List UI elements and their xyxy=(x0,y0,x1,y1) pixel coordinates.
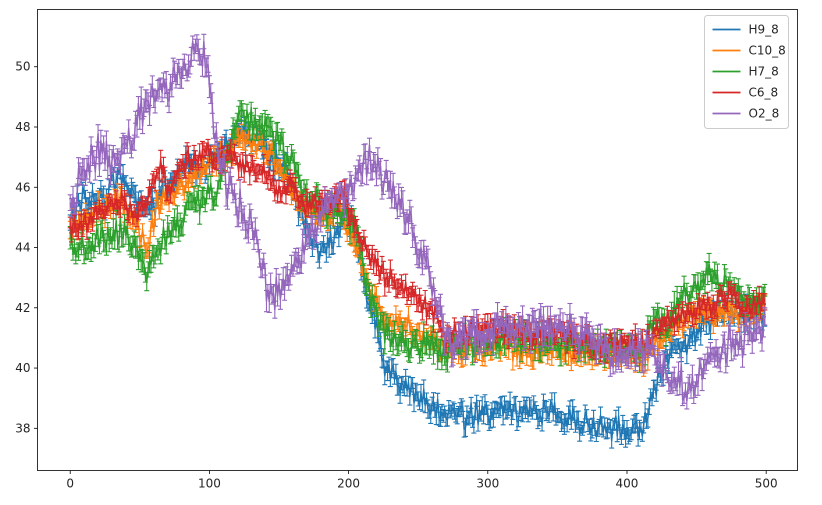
legend-label-H7_8: H7_8 xyxy=(749,65,779,79)
x-tick-label: 400 xyxy=(616,477,639,491)
line-H9_8 xyxy=(69,123,766,442)
legend-label-H9_8: H9_8 xyxy=(749,23,779,37)
x-tick-label: 100 xyxy=(198,477,221,491)
x-tick-label: 500 xyxy=(755,477,778,491)
legend: H9_8 C10_8 H7_8 C6_8 O2_8 xyxy=(704,15,789,129)
y-tick-label: 44 xyxy=(15,241,30,255)
y-tick-label: 40 xyxy=(15,361,30,375)
axis-layer: 0 100 200 300 400 500 38 40 42 44 46 48 50 xyxy=(15,60,777,491)
x-tick-label: 0 xyxy=(66,477,74,491)
y-tick-label: 38 xyxy=(15,421,30,435)
x-tick-label: 200 xyxy=(337,477,360,491)
y-tick-label: 42 xyxy=(15,301,30,315)
line-H7_8 xyxy=(69,106,766,364)
x-tick-label: 300 xyxy=(476,477,499,491)
legend-frame xyxy=(704,15,789,129)
line-O2_8 xyxy=(69,40,766,402)
series-layer xyxy=(67,33,768,449)
y-tick-label: 48 xyxy=(15,120,30,134)
legend-label-C6_8: C6_8 xyxy=(749,86,779,100)
legend-label-O2_8: O2_8 xyxy=(749,107,780,121)
series-O2_8 xyxy=(67,33,768,410)
legend-label-C10_8: C10_8 xyxy=(749,44,786,58)
y-tick-label: 46 xyxy=(15,180,30,194)
y-tick-label: 50 xyxy=(15,60,30,74)
plot-frame xyxy=(37,9,798,471)
